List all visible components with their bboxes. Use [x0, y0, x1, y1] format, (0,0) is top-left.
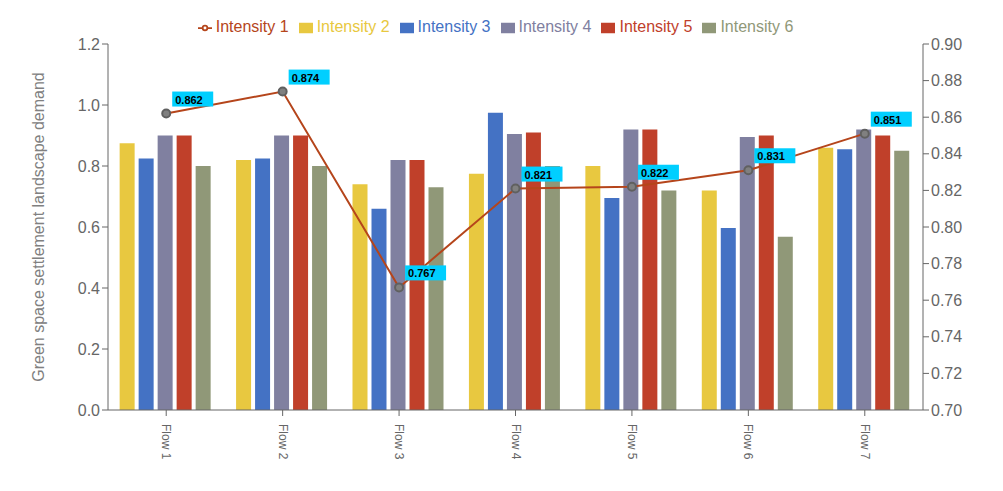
svg-text:0.88: 0.88: [931, 72, 962, 89]
svg-text:0.822: 0.822: [641, 167, 669, 179]
svg-text:0.8: 0.8: [78, 158, 100, 175]
html-text:Intensity 6: Intensity 6: [720, 18, 794, 35]
svg-text:Flow 5: Flow 5: [625, 424, 639, 460]
html-text:Intensity 3: Intensity 3: [417, 18, 491, 35]
svg-text:0.74: 0.74: [931, 328, 962, 345]
svg-text:0.862: 0.862: [175, 94, 203, 106]
svg-text:0.874: 0.874: [292, 72, 320, 84]
svg-text:0.2: 0.2: [78, 341, 100, 358]
svg-text:0.84: 0.84: [931, 145, 962, 162]
svg-text:0.76: 0.76: [931, 292, 962, 309]
svg-text:1.2: 1.2: [78, 36, 100, 53]
svg-text:0.82: 0.82: [931, 182, 962, 199]
svg-text:0.78: 0.78: [931, 255, 962, 272]
svg-text:0.831: 0.831: [757, 150, 785, 162]
svg-text:Flow 6: Flow 6: [741, 424, 755, 460]
svg-text:0.767: 0.767: [408, 267, 436, 279]
svg-text:0.851: 0.851: [874, 114, 902, 126]
svg-text:0.86: 0.86: [931, 109, 962, 126]
svg-text:0.90: 0.90: [931, 36, 962, 53]
svg-text:0.4: 0.4: [78, 280, 100, 297]
html-text:Intensity 4: Intensity 4: [518, 18, 592, 35]
svg-text:0.0: 0.0: [78, 402, 100, 419]
svg-text:Flow 1: Flow 1: [159, 424, 173, 460]
html-text:Intensity 1: Intensity 1: [215, 18, 289, 35]
svg-text:Flow 4: Flow 4: [509, 424, 523, 460]
svg-text:0.72: 0.72: [931, 365, 962, 382]
html-text:Intensity 5: Intensity 5: [619, 18, 693, 35]
svg-text:1.0: 1.0: [78, 97, 100, 114]
svg-text:Flow 3: Flow 3: [392, 424, 406, 460]
svg-text:Flow 2: Flow 2: [276, 424, 290, 460]
svg-text:0.6: 0.6: [78, 219, 100, 236]
svg-text:Green space settlement landsca: Green space settlement landscape demand: [30, 72, 47, 382]
svg-text:0.80: 0.80: [931, 219, 962, 236]
html-text:Intensity 2: Intensity 2: [316, 18, 390, 35]
svg-text:0.70: 0.70: [931, 402, 962, 419]
svg-text:Flow 7: Flow 7: [858, 424, 872, 460]
svg-text:0.821: 0.821: [525, 169, 553, 181]
